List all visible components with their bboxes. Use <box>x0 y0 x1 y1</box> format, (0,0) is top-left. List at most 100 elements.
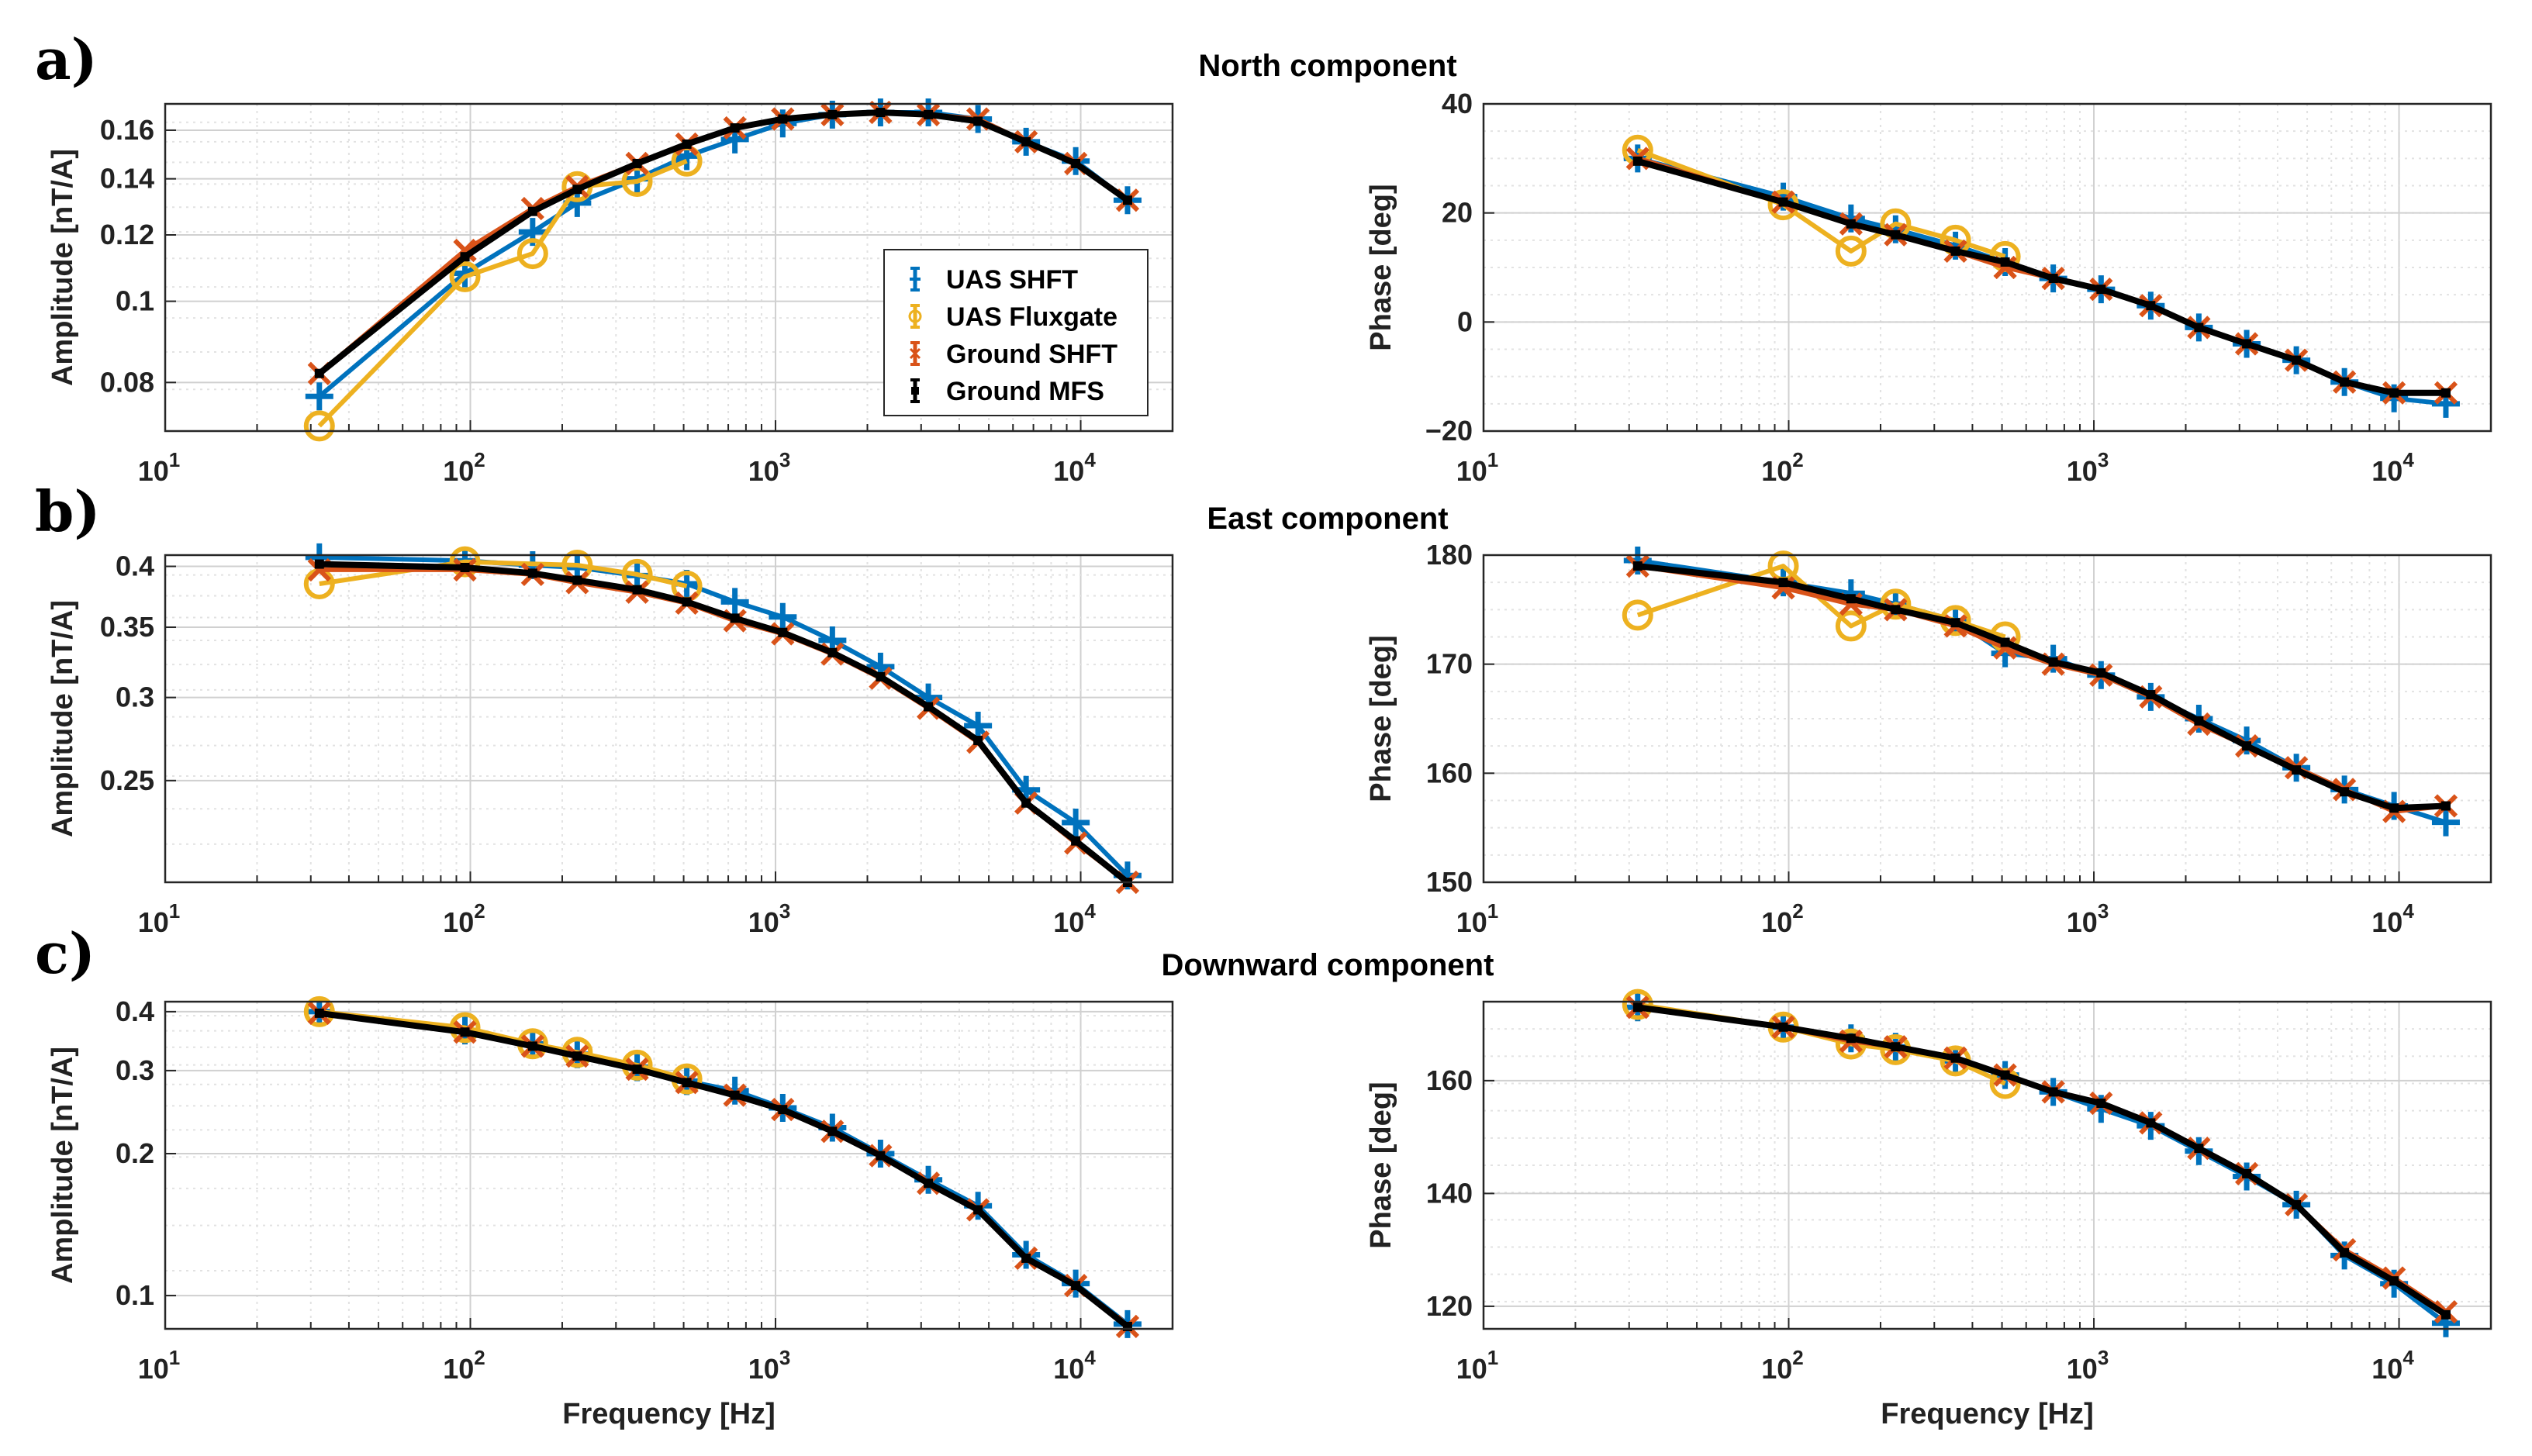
marker-dot <box>2000 257 2010 267</box>
marker-dot <box>314 368 324 378</box>
x-tick-exponent: 3 <box>2098 899 2109 923</box>
marker-dot <box>460 562 470 572</box>
marker-dot <box>682 597 692 607</box>
chart-north-amp: 0.08 0.1 0.12 0.14 0.16 101 102 103 104 Amplitude… <box>47 98 1174 487</box>
x-tick-label: 101 <box>1456 448 1499 487</box>
marker-dot <box>2292 765 2302 775</box>
marker-dot <box>2000 1070 2010 1080</box>
legend-marker <box>909 347 921 360</box>
y-tick-label: 0.14 <box>100 163 154 195</box>
marker-dot <box>2096 285 2106 295</box>
marker-dot <box>2440 801 2451 811</box>
marker-dot <box>2242 741 2252 751</box>
marker-dot <box>632 1064 642 1075</box>
marker-circle <box>1622 599 1653 631</box>
marker-dot <box>1021 1253 1031 1263</box>
marker-dot <box>2389 1276 2399 1286</box>
marker-dot <box>460 252 470 262</box>
y-tick-label: 0.2 <box>116 1137 154 1169</box>
x-tick-exponent: 2 <box>1792 1346 1803 1369</box>
x-tick-exponent: 1 <box>169 1346 180 1369</box>
series-line <box>317 158 688 428</box>
x-tick-label: 102 <box>443 1346 485 1385</box>
series-ground_mfs <box>314 108 1132 378</box>
x-tick-label: 102 <box>1761 899 1804 938</box>
x-tick-label: 103 <box>748 448 791 487</box>
chart-down-phase: 120 140 160 101 102 103 104 Phase [deg] Frequenc… <box>1365 988 2492 1430</box>
axes-box <box>164 1000 1174 1330</box>
marker-dot <box>2194 323 2204 333</box>
y-tick-label: −20 <box>1425 415 1473 447</box>
marker-dot <box>1950 1053 1960 1063</box>
marker-dot <box>876 671 886 681</box>
marker-dot <box>827 647 838 657</box>
marker-dot <box>2292 1199 2302 1209</box>
marker-plus <box>305 382 333 411</box>
x-tick-exponent: 4 <box>1084 1346 1096 1369</box>
y-tick-label: 0 <box>1457 305 1473 337</box>
axes-box <box>1482 1000 2492 1330</box>
chart-north-phase: −20 0 20 40 101 102 103 104 Phase [deg] <box>1365 88 2492 487</box>
x-tick-exponent: 2 <box>474 899 485 923</box>
y-tick-label: 0.3 <box>116 681 154 713</box>
legend-label: Ground MFS <box>946 377 1104 406</box>
marker-dot <box>2292 355 2302 365</box>
marker-dot <box>1778 197 1788 207</box>
x-tick-label: 103 <box>748 899 791 938</box>
marker-dot <box>1846 219 1856 229</box>
marker-dot <box>572 1051 582 1061</box>
y-axis-label: Amplitude [nT/A] <box>47 1047 79 1284</box>
series-uas_fluxgate <box>303 145 703 442</box>
x-tick-exponent: 4 <box>2402 899 2414 923</box>
marker-dot <box>1632 156 1643 166</box>
marker-dot <box>2242 339 2252 349</box>
marker-dot <box>1891 229 1901 240</box>
x-tick-exponent: 2 <box>474 1346 485 1369</box>
x-tick-label: 104 <box>1053 448 1096 487</box>
marker-dot <box>1122 195 1132 205</box>
x-tick-label: 103 <box>2067 1346 2109 1385</box>
y-tick-label: 20 <box>1442 197 1473 229</box>
x-tick-exponent: 3 <box>779 1346 790 1369</box>
x-tick-label: 103 <box>748 1346 791 1385</box>
marker-plus <box>964 712 993 740</box>
marker-dot <box>973 736 983 746</box>
marker-dot <box>1021 136 1031 147</box>
x-tick-label: 104 <box>1053 1346 1096 1385</box>
y-tick-label: 160 <box>1426 1064 1473 1096</box>
y-tick-label: 0.25 <box>100 764 154 796</box>
marker-dot <box>876 1151 886 1161</box>
marker-dot <box>2000 637 2010 647</box>
marker-dot <box>924 109 934 119</box>
marker-dot <box>460 1027 470 1037</box>
x-tick-label: 102 <box>1761 448 1804 487</box>
marker-dot <box>1632 1002 1643 1013</box>
north-title: North component <box>1198 49 1456 83</box>
marker-dot <box>1950 618 1960 628</box>
panel-label-b: b) <box>35 478 100 544</box>
marker-dot <box>2242 1168 2252 1178</box>
labels-layer: a) b) c) North component East component … <box>35 26 1494 986</box>
legend-box <box>883 249 1149 416</box>
marker-plus <box>1062 808 1090 837</box>
marker-dot <box>2048 657 2058 667</box>
series-ground_mfs <box>1632 1002 2451 1320</box>
marker-dot <box>314 1008 324 1018</box>
x-tick-exponent: 3 <box>2098 448 2109 471</box>
x-tick-exponent: 2 <box>1792 899 1803 923</box>
x-tick-label: 104 <box>2371 448 2414 487</box>
marker-dot <box>527 1041 537 1051</box>
x-tick-label: 101 <box>1456 899 1499 938</box>
panel-label-a: a) <box>35 26 98 92</box>
y-tick-label: 170 <box>1426 648 1473 680</box>
y-axis-label: Phase [deg] <box>1365 635 1397 802</box>
marker-dot <box>924 1178 934 1189</box>
marker-circle <box>1835 235 1867 267</box>
series-ground_mfs <box>314 559 1132 887</box>
y-tick-label: 0.16 <box>100 114 154 146</box>
marker-dot <box>1846 1033 1856 1044</box>
x-tick-label: 102 <box>443 899 485 938</box>
marker-dot <box>2048 274 2058 284</box>
plot-area <box>165 1002 1173 1329</box>
